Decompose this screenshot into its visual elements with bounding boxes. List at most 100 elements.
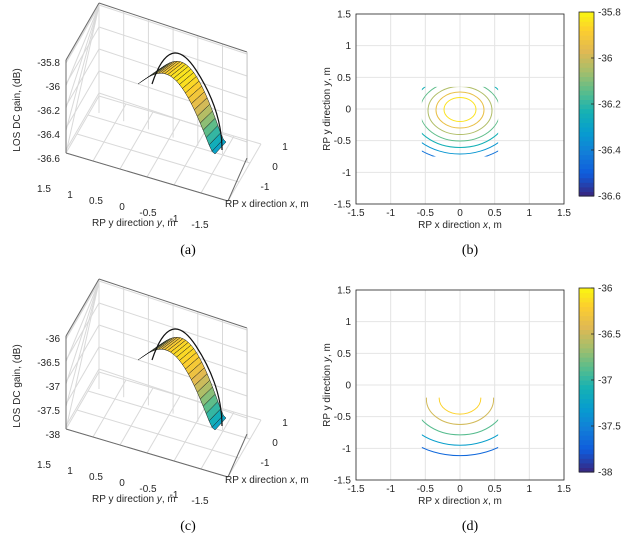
z-tick-label: -36 [46, 334, 61, 345]
zgrid-line [65, 281, 100, 340]
colorbar-swatch [579, 403, 594, 409]
colorbar-swatch [579, 182, 594, 188]
colorbar-swatch [579, 320, 594, 326]
plot-frame [355, 13, 565, 205]
colorbar-swatch [579, 191, 594, 197]
grid-line [92, 379, 127, 438]
grid-line [119, 111, 154, 170]
y-tick-label: 0.5 [89, 472, 103, 483]
y-axis-label: RP y direction y, m [92, 218, 176, 229]
colorbar-swatch [579, 12, 594, 18]
colorbar-swatch [579, 159, 594, 165]
grid-line [65, 371, 100, 430]
box-edge [65, 428, 229, 478]
colorbar-swatch [579, 122, 594, 128]
colorbar-swatch [579, 462, 594, 468]
colorbar-swatch [579, 127, 594, 133]
colorbar-tick-label: -38 [598, 468, 613, 479]
x-tick-label: 1 [527, 208, 533, 219]
colorbar-swatch [579, 375, 594, 381]
colorbar-swatch [579, 370, 594, 376]
zgrid-line [65, 281, 100, 362]
colorbar-swatch [579, 177, 594, 183]
grid-line [92, 103, 127, 162]
colorbar-swatch [579, 458, 594, 464]
y-tick-label: 0 [345, 381, 351, 392]
y-tick-label: -1 [170, 490, 179, 501]
y-tick-label: -1 [170, 214, 179, 225]
colorbar-swatch [579, 324, 594, 330]
colorbar-swatch [579, 113, 594, 119]
x-tick-label: -1 [386, 484, 395, 495]
grid-line [173, 127, 208, 186]
grid-line [65, 95, 100, 154]
y-tick-label: 1.5 [337, 10, 351, 21]
z-tick-label: -37 [46, 382, 61, 393]
colorbar-swatch [579, 297, 594, 303]
zgrid-line [65, 5, 100, 109]
z-tick-label: -36.4 [37, 130, 60, 141]
zgrid-line [65, 280, 100, 339]
colorbar-swatch [579, 444, 594, 450]
colorbar-swatch [579, 44, 594, 50]
zgrid-line [65, 302, 100, 361]
colorbar-swatch [579, 384, 594, 390]
zgrid-line [65, 5, 100, 131]
colorbar-swatch [579, 81, 594, 87]
z-axis-label: LOS DC gain, (dB) [12, 344, 23, 427]
colorbar-tick-label: -36 [598, 54, 613, 65]
y-tick-label: 1 [67, 466, 73, 477]
y-tick-label: 0.5 [337, 349, 351, 360]
y-tick-label: 1 [67, 190, 73, 201]
contour-line [421, 446, 499, 457]
grid-line [76, 409, 240, 459]
y-tick-label: -0.5 [334, 136, 352, 147]
grid-line [119, 387, 154, 446]
zgrid-line [65, 281, 100, 430]
y-tick-label: 1 [345, 41, 351, 52]
y-axis-label: RP y direction y, m [322, 343, 333, 427]
contour-line [438, 397, 482, 415]
colorbar-swatch [579, 389, 594, 395]
zgrid-line [65, 92, 100, 151]
z-tick-label: -37.5 [37, 406, 60, 417]
colorbar-tick-label: -36.5 [598, 330, 621, 341]
colorbar-tick-label: -36 [598, 284, 613, 295]
contour-line [421, 419, 499, 436]
surface-edge [151, 328, 223, 427]
colorbar-swatch [579, 131, 594, 137]
x-axis-label: RP x direction x, m [418, 220, 502, 231]
x-tick-label: 1.5 [557, 208, 571, 219]
colorbar-swatch [579, 108, 594, 114]
colorbar-swatch [579, 48, 594, 54]
zgrid-line [65, 324, 100, 383]
surface-patch [211, 138, 227, 155]
colorbar-swatch [579, 407, 594, 413]
colorbar-swatch [579, 338, 594, 344]
x-axis-label: RP x direction x, m [225, 475, 309, 486]
colorbar-swatch [579, 421, 594, 427]
colorbar-swatch [579, 30, 594, 36]
figure-caption: (c) [180, 519, 196, 534]
x-tick-label: -1 [386, 208, 395, 219]
colorbar-tick-label: -35.8 [598, 8, 621, 19]
colorbar-tick-label: -37.5 [598, 422, 621, 433]
x-tick-label: 1 [282, 142, 288, 153]
colorbar-swatch [579, 380, 594, 386]
y-tick-label: 1 [345, 317, 351, 328]
box-edge [65, 2, 100, 61]
contour-line [443, 97, 477, 122]
x-tick-label: 1.5 [557, 484, 571, 495]
colorbar-tick-label: -36.4 [598, 146, 621, 157]
grid-line [173, 403, 208, 462]
colorbar-swatch [579, 453, 594, 459]
grid-line [200, 411, 235, 470]
grid-line [200, 135, 235, 194]
x-axis-label: RP x direction x, m [225, 199, 309, 210]
grid-line [227, 143, 262, 202]
y-tick-label: -1.5 [334, 476, 352, 487]
y-tick-label: -0.5 [139, 484, 157, 495]
colorbar-swatch [579, 39, 594, 45]
contour-line [421, 142, 499, 155]
x-tick-label: 0.5 [488, 208, 502, 219]
